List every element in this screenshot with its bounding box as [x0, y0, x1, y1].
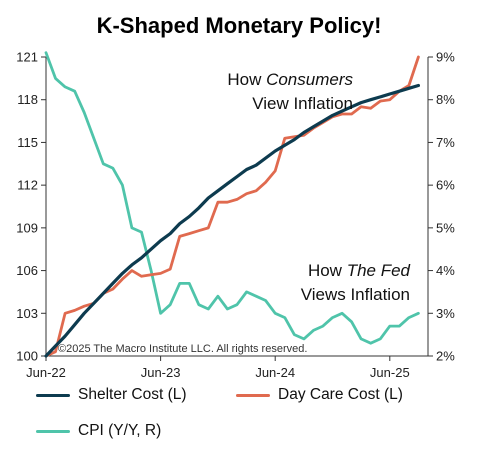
y-right-tick-label: 3%	[436, 306, 455, 321]
chart-title: K-Shaped Monetary Policy!	[97, 13, 382, 38]
y-left-tick-label: 115	[17, 135, 38, 150]
day-care-cost-line	[44, 55, 420, 358]
legend-item-shelter: Shelter Cost (L)	[36, 386, 187, 404]
y-left-tick-label: 100	[16, 349, 38, 364]
annotation-fed-line2: Views Inflation	[301, 285, 410, 304]
legend-item-daycare: Day Care Cost (L)	[236, 386, 403, 404]
annotation-consumers-word: Consumers	[266, 70, 353, 89]
legend-label-cpi: CPI (Y/Y, R)	[78, 422, 162, 439]
y-right-tick-label: 4%	[436, 263, 455, 278]
annotation-fed-word: The Fed	[347, 261, 411, 280]
x-tick-label: Jun-24	[255, 365, 295, 380]
y-right-tick-label: 6%	[436, 178, 455, 193]
y-left-tick-label: 121	[16, 50, 38, 65]
copyright-watermark: ©2025 The Macro Institute LLC. All right…	[58, 343, 307, 355]
x-tick-label: Jun-22	[26, 365, 66, 380]
annotation-fed-line1: How The Fed	[308, 261, 411, 280]
axes: 100 103 106 109 112 115 118 121 2% 3% 4% 5% 6% 7% 8% 9%…	[16, 50, 455, 381]
annotation-fed-how: How	[308, 261, 347, 280]
x-tick-label: Jun-25	[370, 365, 410, 380]
legend-label-daycare: Day Care Cost (L)	[278, 386, 403, 403]
y-left-tick-label: 112	[17, 178, 38, 193]
annotation-consumers-line1: How Consumers	[227, 70, 353, 89]
cpi-line	[44, 51, 420, 345]
y-right-tick-label: 8%	[436, 92, 455, 107]
legend: Shelter Cost (L) Day Care Cost (L) CPI (…	[36, 386, 456, 448]
shelter-cost-line	[44, 83, 420, 358]
y-left-tick-label: 118	[17, 92, 38, 107]
y-right-tick-label: 5%	[436, 220, 455, 235]
legend-label-shelter: Shelter Cost (L)	[78, 386, 187, 403]
y-left-tick-label: 109	[16, 220, 38, 235]
y-left-tick-label: 106	[16, 263, 38, 278]
annotation-consumers-line2: View Inflation	[252, 94, 353, 113]
y-right-tick-label: 7%	[436, 135, 455, 150]
x-tick-label: Jun-23	[141, 365, 181, 380]
legend-item-cpi: CPI (Y/Y, R)	[36, 422, 161, 440]
legend-swatch-cpi	[36, 429, 70, 433]
annotation-consumers-how: How	[227, 70, 266, 89]
y-left-tick-label: 103	[16, 306, 38, 321]
legend-swatch-shelter	[36, 393, 70, 397]
y-right-tick-label: 2%	[436, 349, 455, 364]
legend-swatch-daycare	[236, 393, 270, 397]
y-right-tick-label: 9%	[436, 50, 455, 65]
series-layer	[44, 51, 420, 358]
